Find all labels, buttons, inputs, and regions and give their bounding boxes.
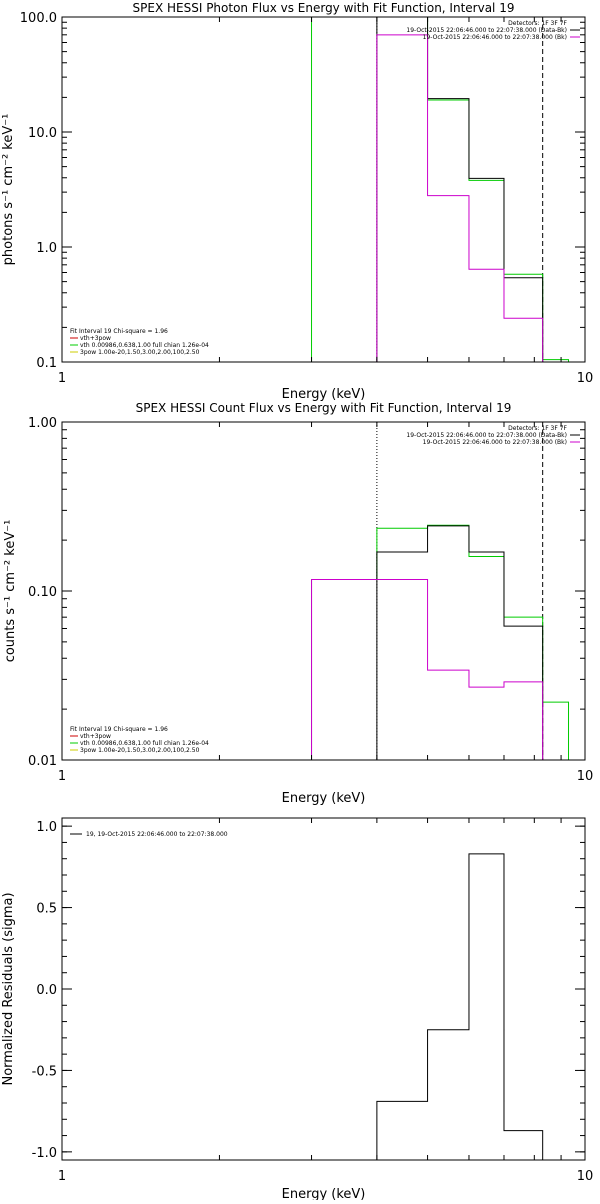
plot-frame (61, 817, 586, 1161)
y-tick-label: 0.10 (28, 585, 57, 600)
y-tick-label: 10.0 (28, 126, 57, 141)
y-axis-label: Normalized Residuals (sigma) (1, 892, 16, 1085)
fit-legend-entry: Fit Interval 19 Chi-square = 1.96 (70, 328, 168, 335)
fit-legend-entry: Fit Interval 19 Chi-square = 1.96 (70, 726, 168, 733)
y-tick-label: -1.0 (32, 1146, 57, 1161)
photon-flux-panel: SPEX HESSI Photon Flux vs Energy with Fi… (1, 1, 593, 402)
y-tick-label: 1.00 (28, 416, 57, 431)
legend-entry: 19-Oct-2015 22:06:46.000 to 22:07:38.000… (406, 432, 567, 439)
count-flux-panel: SPEX HESSI Count Flux vs Energy with Fit… (3, 401, 593, 806)
y-tick-label: 1.0 (36, 241, 57, 256)
legend-entry: 19, 19-Oct-2015 22:06:46.000 to 22:07:38… (86, 831, 228, 838)
y-tick-label: 100.0 (20, 11, 57, 26)
series-1-step-line (376, 525, 544, 760)
y-tick-label: -0.5 (32, 1064, 57, 1079)
legend-entry: 19-Oct-2015 22:06:46.000 to 22:07:38.000… (423, 439, 567, 446)
series-0-step-line (376, 853, 544, 1160)
x-tick-label: 10 (577, 1169, 594, 1184)
fit-legend-entry: 3pow 1.00e-20,1.50,3.00,2.00,100,2.50 (80, 747, 200, 754)
plot-frame (61, 421, 586, 761)
residuals-panel: 1 10 -1.0 -0.5 0.0 0.5 1.0 Energy (keV) Normaliz… (1, 817, 594, 1202)
legend-entry: 19-Oct-2015 22:06:46.000 to 22:07:38.000… (423, 34, 567, 41)
fit-legend-entry: 3pow 1.00e-20,1.50,3.00,2.00,100,2.50 (80, 349, 200, 356)
y-tick-label: 1.0 (36, 820, 57, 835)
x-axis-label: Energy (keV) (282, 387, 366, 402)
series-1-step-line (376, 17, 544, 362)
series-0-step-line (311, 524, 570, 760)
legend-entry: Detectors: 1F 3F 7F (508, 425, 567, 432)
x-tick-label: 1 (58, 1169, 66, 1184)
y-tick-label: 0.0 (36, 983, 57, 998)
chart-title: SPEX HESSI Photon Flux vs Energy with Fi… (133, 1, 515, 15)
legend-entry: Detectors: 1F 3F 7F (508, 20, 567, 27)
y-tick-label: 0.5 (36, 902, 57, 917)
x-tick-label: 10 (577, 769, 594, 784)
y-axis-label: counts s⁻¹ cm⁻² keV⁻¹ (3, 520, 18, 663)
fit-legend-entry: vth 0.00986,0.638,1.00 full chian 1.26e-… (80, 740, 209, 747)
y-tick-label: 0.1 (36, 356, 57, 371)
y-axis-label: photons s⁻¹ cm⁻² keV⁻¹ (1, 114, 16, 266)
x-axis-label: Energy (keV) (282, 1187, 366, 1200)
x-axis-label: Energy (keV) (282, 791, 366, 806)
fit-legend-entry: vth 0.00986,0.638,1.00 full chian 1.26e-… (80, 342, 209, 349)
series-2-step-line (311, 578, 544, 760)
legend-entry: 19-Oct-2015 22:06:46.000 to 22:07:38.000… (406, 27, 567, 34)
x-tick-label: 1 (58, 769, 66, 784)
chart-title: SPEX HESSI Count Flux vs Energy with Fit… (136, 401, 512, 415)
series-2-step-line (376, 34, 544, 362)
x-tick-label: 10 (577, 371, 594, 386)
series-0-step-line (311, 17, 570, 362)
x-tick-label: 1 (58, 371, 66, 386)
plot-frame (61, 16, 586, 363)
y-tick-label: 0.01 (28, 754, 57, 769)
fit-legend-entry: vth+3pow (80, 335, 111, 342)
fit-legend-entry: vth+3pow (80, 733, 111, 740)
